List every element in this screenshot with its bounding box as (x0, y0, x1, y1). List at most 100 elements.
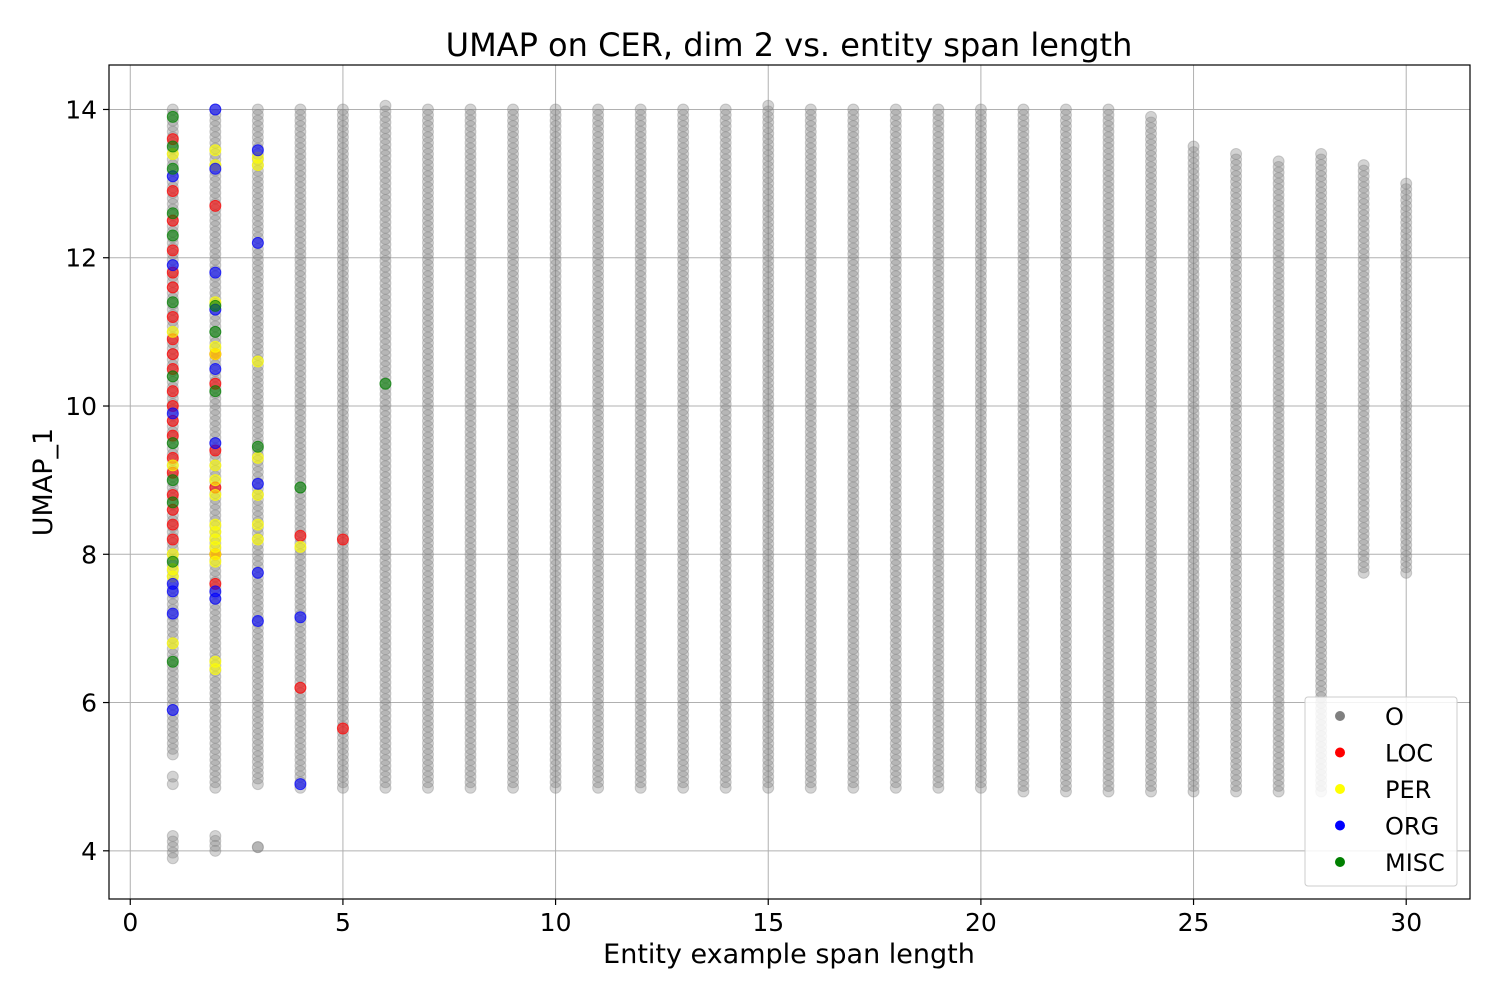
o-point (634, 170, 647, 183)
o-point (464, 103, 477, 116)
o-point (336, 181, 349, 194)
o-point (507, 531, 520, 544)
o-point (421, 726, 434, 739)
o-point (209, 225, 222, 238)
o-series-column (1230, 147, 1243, 798)
o-point (634, 186, 647, 199)
o-point (634, 703, 647, 716)
o-point (592, 392, 605, 405)
o-point (719, 131, 732, 144)
o-point (251, 761, 264, 774)
o-point (379, 670, 392, 683)
o-point (719, 564, 732, 577)
o-point (677, 442, 690, 455)
o-point (421, 198, 434, 210)
o-point (464, 325, 477, 338)
o-point (464, 665, 477, 678)
o-point (421, 103, 434, 116)
o-point (379, 149, 392, 162)
o-point (677, 487, 690, 500)
o-point (719, 286, 732, 299)
o-series-column (464, 103, 477, 794)
o-point (592, 698, 605, 711)
o-point (677, 275, 690, 288)
o-point (209, 829, 222, 842)
o-point (464, 609, 477, 622)
o-point (762, 759, 775, 772)
o-point (421, 403, 434, 416)
o-point (677, 186, 690, 199)
o-point (549, 359, 562, 372)
o-point (592, 470, 605, 483)
o-point (719, 370, 732, 383)
o-point (421, 765, 434, 778)
o-point (421, 442, 434, 455)
o-point (549, 665, 562, 678)
y-tick-label: 12 (65, 244, 97, 273)
o-point (294, 314, 307, 327)
o-point (889, 103, 902, 116)
o-point (421, 759, 434, 772)
o-point (719, 637, 732, 650)
o-point (464, 298, 477, 311)
o-point (634, 626, 647, 639)
o-point (634, 564, 647, 577)
o-point (719, 492, 732, 505)
o-point (719, 542, 732, 555)
o-point (251, 120, 264, 133)
o-series-column (1102, 103, 1115, 798)
o-point (294, 181, 307, 194)
o-point (294, 559, 307, 572)
o-point (719, 476, 732, 488)
o-point (464, 615, 477, 627)
o-point (549, 353, 562, 366)
o-point (677, 720, 690, 733)
o-point (251, 744, 264, 757)
o-series-column (677, 103, 690, 794)
o-point (549, 448, 562, 461)
misc-point (166, 162, 179, 175)
o-point (592, 325, 605, 338)
o-point (294, 653, 307, 666)
o-point (719, 159, 732, 172)
o-point (379, 537, 392, 550)
o-point (294, 464, 307, 477)
o-point (719, 470, 732, 483)
o-point (634, 403, 647, 416)
o-point (592, 114, 605, 127)
o-point (294, 164, 307, 177)
per-point (209, 459, 222, 472)
o-point (209, 844, 222, 857)
o-point (464, 275, 477, 288)
o-point (421, 348, 434, 361)
o-point (294, 353, 307, 366)
o-point (421, 648, 434, 661)
o-point (507, 437, 520, 450)
o-point (507, 587, 520, 600)
o-point (549, 559, 562, 572)
o-point (379, 426, 392, 439)
per-point (209, 555, 222, 568)
o-point (209, 637, 222, 650)
loc-point (336, 533, 349, 546)
o-point (549, 136, 562, 149)
o-point (251, 198, 264, 211)
o-point (336, 192, 349, 205)
o-point (507, 236, 520, 249)
o-point (421, 231, 434, 244)
o-point (507, 353, 520, 366)
o-point (507, 259, 520, 272)
o-point (421, 364, 434, 377)
o-point (634, 414, 647, 427)
o-point (464, 598, 477, 611)
o-point (209, 281, 222, 294)
o-point (677, 364, 690, 377)
o-point (762, 637, 775, 650)
o-point (592, 648, 605, 661)
o-point (464, 281, 477, 294)
o-point (507, 375, 520, 388)
o-point (379, 288, 392, 301)
o-point (294, 309, 307, 322)
